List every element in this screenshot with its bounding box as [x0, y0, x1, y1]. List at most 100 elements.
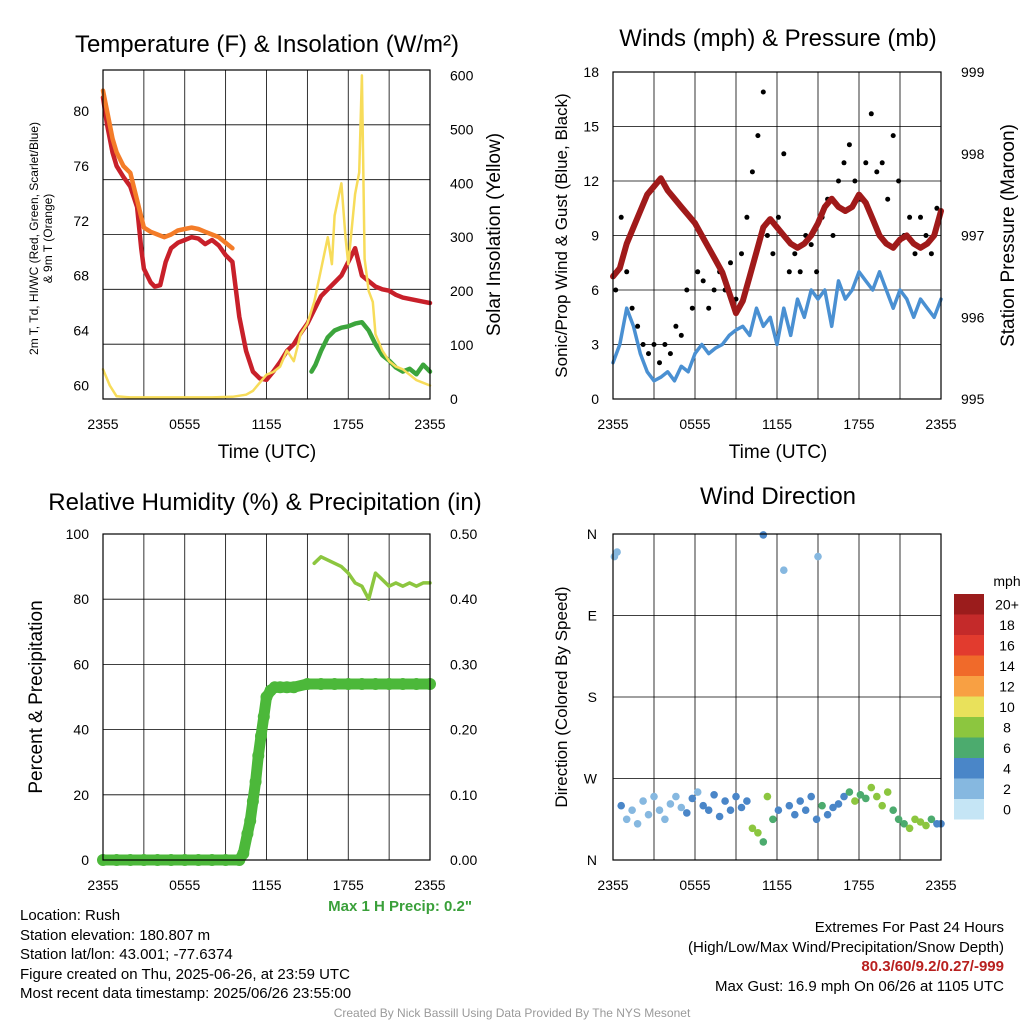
- y2-tick-label: 0.20: [450, 722, 477, 738]
- gust-point: [912, 251, 918, 257]
- gust-point: [700, 278, 706, 284]
- wind-direction-point: [905, 824, 914, 833]
- x-tick-label: 2355: [414, 877, 445, 893]
- wind-direction-point: [840, 792, 848, 801]
- y-tick-label: 15: [583, 119, 599, 135]
- wind-direction-point: [622, 815, 631, 824]
- plot-frame: [102, 69, 431, 400]
- wind-direction-point: [785, 801, 794, 810]
- precipitation-point: [396, 678, 409, 690]
- temp_2m-line: [100, 95, 433, 383]
- y2-tick-label: 300: [450, 229, 474, 245]
- colorbar-swatch: [954, 758, 984, 779]
- colorbar-label: 20+: [995, 596, 1019, 612]
- gust-point: [739, 251, 744, 257]
- colorbar-swatch: [954, 696, 984, 717]
- precipitation-point: [241, 827, 254, 840]
- y2-tick-label: 100: [450, 337, 474, 353]
- y-tick-label: 80: [73, 591, 89, 607]
- wind-direction-point: [650, 792, 658, 801]
- x-tick-label: 1755: [843, 877, 874, 893]
- precipitation-point: [249, 775, 262, 788]
- extremes-values: 80.3/60/9.2/0.27/-999: [861, 958, 1004, 976]
- x-tick-label: 2355: [87, 877, 118, 893]
- gust-point: [934, 205, 940, 211]
- gust-point: [749, 169, 755, 175]
- gust-point: [797, 269, 803, 275]
- wind-direction-point: [613, 548, 621, 556]
- wind-direction-point: [644, 810, 653, 819]
- wind-direction-point: [807, 792, 815, 801]
- y-tick-label: 40: [73, 722, 89, 738]
- wind-direction-point: [726, 806, 735, 814]
- gust-point: [885, 196, 891, 202]
- gust-point: [863, 160, 869, 166]
- precipitation-point: [244, 814, 257, 827]
- y2-tick-label: 0: [450, 391, 458, 407]
- wind-direction-point: [927, 815, 936, 824]
- wind-direction-point: [693, 788, 702, 796]
- y-axis-label: Sonic/Prop Wind & Gust (Blue, Black): [552, 93, 571, 377]
- gust-point: [868, 111, 874, 117]
- created-text: Figure created on Thu, 2025-06-26, at 23…: [20, 965, 350, 983]
- y-tick-label: 18: [583, 64, 599, 80]
- gust-point: [918, 214, 923, 220]
- y-tick-label: 3: [591, 337, 599, 353]
- temp_9m-line: [100, 88, 235, 251]
- y-tick-label: S: [588, 689, 597, 705]
- gust-point: [792, 251, 798, 257]
- colorbar-label: 6: [1003, 740, 1011, 756]
- y-tick-label: 64: [73, 322, 89, 338]
- y2-axis-label: Station Pressure (Maroon): [998, 124, 1019, 347]
- y2-tick-label: 999: [961, 64, 985, 80]
- gust-point: [764, 233, 770, 238]
- x-axis-label: Time (UTC): [218, 442, 317, 463]
- y-tick-label: N: [587, 852, 597, 868]
- colorbar-swatch: [954, 655, 984, 676]
- wind-direction-point: [763, 792, 772, 801]
- gust-point: [706, 305, 712, 311]
- wind-direction-point: [796, 797, 804, 805]
- y2-tick-label: 200: [450, 283, 474, 299]
- wind-direction-point: [845, 788, 854, 796]
- gust-point: [760, 89, 766, 95]
- y2-tick-label: 998: [961, 146, 985, 162]
- colorbar-label: 2: [1003, 781, 1011, 797]
- y-tick-label: W: [584, 771, 598, 787]
- y-tick-label: 0: [591, 391, 599, 407]
- colorbar-label: 8: [1003, 719, 1011, 735]
- gust-point: [907, 214, 913, 220]
- gust-point: [928, 251, 934, 257]
- wind-direction-point: [883, 788, 892, 796]
- gust-point: [814, 269, 820, 275]
- gust-point: [678, 332, 684, 338]
- wind-direction-point: [666, 800, 675, 808]
- precipitation-point: [383, 678, 396, 690]
- y2-tick-label: 0.10: [450, 787, 477, 803]
- y-tick-label: 80: [73, 103, 89, 119]
- wind-direction-point: [780, 566, 788, 574]
- wind-direction-point: [834, 800, 843, 808]
- precipitation-point: [410, 678, 423, 690]
- y-axis-label: 2m T, Td, HI/WC (Red, Green, Scarlet/Blu…: [27, 122, 55, 355]
- y2-tick-label: 0.30: [450, 656, 477, 672]
- x-tick-label: 1155: [762, 877, 792, 893]
- y2-tick-label: 600: [450, 67, 474, 83]
- gust-point: [770, 251, 776, 257]
- station-info: Location: Rush Station elevation: 180.80…: [20, 906, 351, 1004]
- y-tick-label: 68: [73, 268, 89, 284]
- colorbar-label: 10: [999, 699, 1015, 715]
- max-precip-note: Max 1 H Precip: 0.2": [328, 898, 472, 915]
- gust-point: [874, 169, 880, 175]
- y-tick-label: 60: [73, 656, 89, 672]
- precipitation-point: [355, 678, 368, 690]
- plot-frame: [102, 533, 431, 861]
- latlon-text: Station lat/lon: 43.001; -77.6374: [20, 946, 233, 964]
- chart-title: Relative Humidity (%) & Precipitation (i…: [48, 489, 481, 516]
- gust-point: [651, 342, 657, 347]
- y2-tick-label: 997: [961, 228, 985, 244]
- gust-point: [775, 214, 781, 220]
- x-tick-label: 0555: [169, 877, 200, 893]
- colorbar-label: 14: [999, 658, 1015, 674]
